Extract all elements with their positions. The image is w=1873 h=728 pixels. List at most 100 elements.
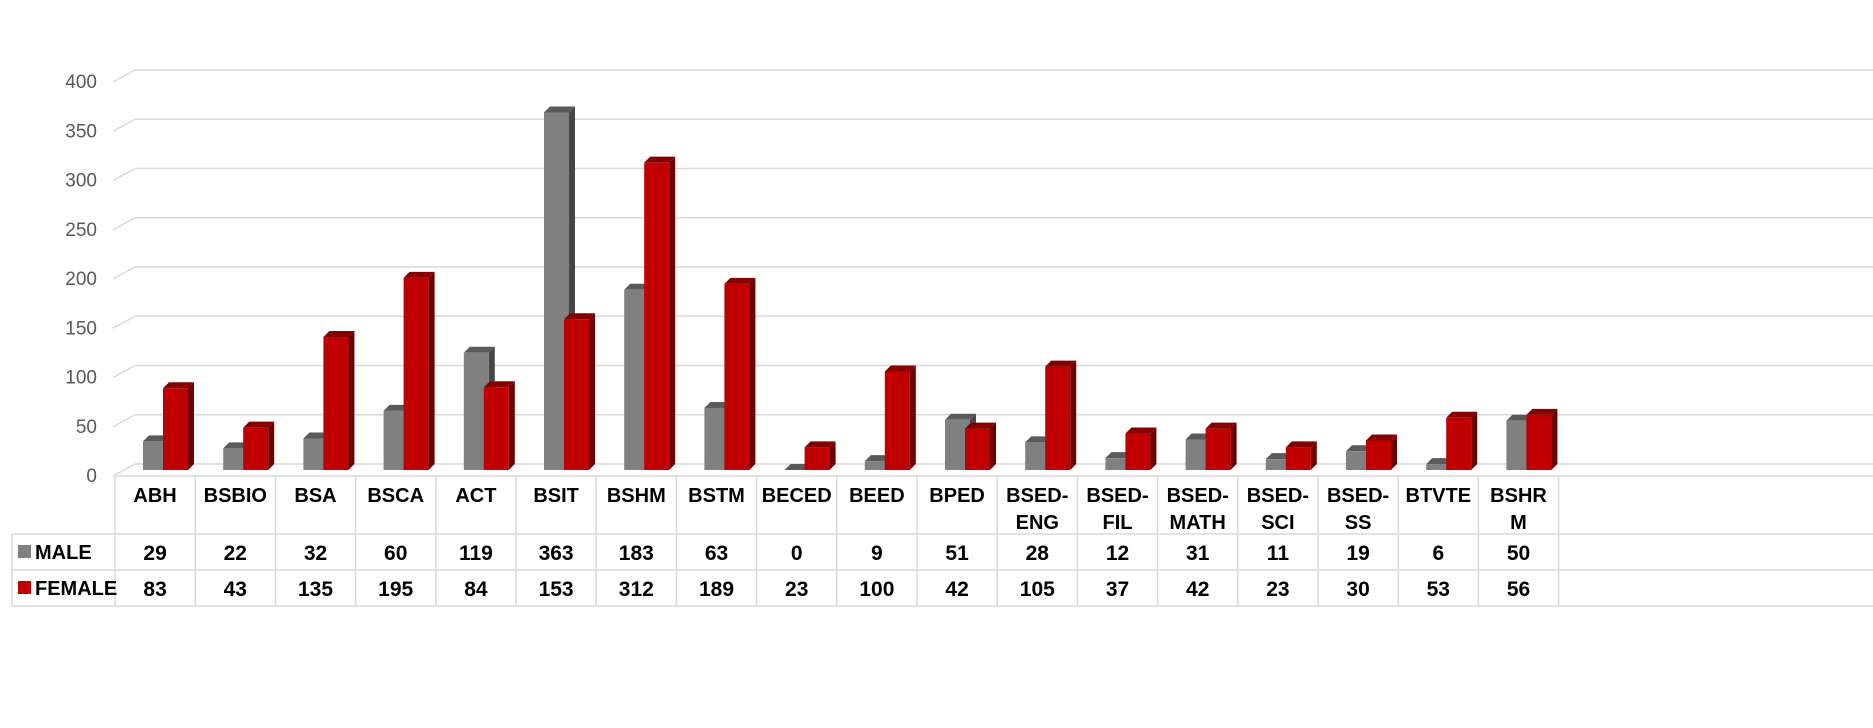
data-label: 51: [945, 542, 969, 565]
bar-top: [544, 106, 575, 113]
y-tick-label: 250: [65, 220, 97, 241]
bar-top: [564, 313, 595, 320]
data-label: 84: [464, 578, 488, 601]
bar-top: [243, 421, 275, 428]
gridline-slant: [112, 463, 136, 477]
bar-side: [1310, 441, 1317, 470]
legend-key-male: [18, 545, 31, 558]
bar-front: [1526, 414, 1552, 470]
data-label: 11: [1267, 542, 1290, 565]
gridline-slant: [112, 217, 136, 231]
category-label: BTVTE: [1406, 485, 1472, 507]
bar-side: [1391, 434, 1397, 470]
category-label: BSCA: [367, 485, 424, 507]
legend-label: MALE: [35, 542, 92, 564]
data-label: 189: [699, 578, 734, 601]
bar-front: [1105, 458, 1131, 470]
data-label: 50: [1507, 542, 1530, 565]
category-label: BSIT: [533, 485, 579, 507]
bar-front: [884, 371, 910, 470]
bar-side: [1230, 422, 1237, 470]
bar-side: [990, 422, 996, 470]
bar-front: [1426, 464, 1452, 470]
bar-side: [348, 331, 355, 470]
gridline-slant: [112, 364, 136, 379]
gridlines: [112, 69, 1873, 477]
category-label: ABH: [133, 485, 176, 507]
legend-label: FEMALE: [35, 578, 117, 600]
bar-front: [864, 461, 890, 470]
bar-female: [1526, 408, 1558, 470]
bar-top: [804, 441, 836, 448]
bar-front: [1205, 428, 1231, 470]
bar-front: [564, 319, 589, 470]
y-tick-label: 400: [65, 72, 97, 93]
y-axis: 0 50 100 150 200 250 300 350 400: [65, 72, 97, 487]
bar-top: [1366, 434, 1397, 441]
bar-female: [1125, 427, 1157, 470]
bar-top: [1205, 422, 1237, 429]
bar-front: [965, 428, 990, 470]
gridline-slant: [112, 266, 136, 280]
legend-key-female: [18, 581, 31, 594]
category-label: BSED-: [1247, 485, 1309, 507]
bar-side: [1070, 360, 1077, 470]
data-label: 9: [871, 542, 883, 565]
bar-front: [163, 388, 188, 470]
bar-top: [323, 331, 355, 338]
bar-side: [188, 382, 194, 470]
y-tick-label: 100: [65, 368, 97, 389]
bar-female: [483, 381, 515, 470]
category-label: SS: [1345, 512, 1372, 534]
data-label: 12: [1106, 542, 1129, 565]
data-label: 23: [1266, 578, 1289, 601]
bar-female: [1045, 360, 1077, 470]
data-label: 30: [1346, 578, 1369, 601]
bar-front: [1045, 366, 1071, 470]
bar-female: [965, 422, 996, 470]
category-label: BSED-: [1086, 485, 1148, 507]
bar-female: [1285, 441, 1317, 470]
bar-female: [644, 156, 676, 470]
category-label: BSHR: [1490, 485, 1547, 507]
gridline-slant: [112, 315, 136, 329]
data-label: 43: [224, 578, 247, 601]
bar-side: [268, 421, 275, 470]
data-label: 195: [378, 578, 413, 601]
data-label: 23: [785, 578, 808, 601]
bar-front: [483, 387, 509, 470]
bar-front: [223, 448, 249, 470]
category-label: ENG: [1016, 512, 1059, 534]
bar-top: [163, 382, 194, 389]
category-label: BSA: [294, 485, 336, 507]
bar-female: [323, 331, 355, 470]
data-label: 53: [1427, 578, 1450, 601]
bar-top: [945, 413, 976, 420]
bar-front: [243, 427, 269, 470]
category-label: BECED: [762, 485, 832, 507]
data-label: 153: [539, 578, 574, 601]
category-label: BSHM: [607, 485, 666, 507]
bar-side: [589, 313, 595, 470]
bar-top: [1446, 411, 1478, 418]
category-label: BSTM: [688, 485, 745, 507]
data-label: 183: [619, 542, 654, 565]
bar-side: [1471, 411, 1478, 470]
category-label: BPED: [929, 485, 985, 507]
data-label: 42: [945, 578, 968, 601]
bar-top: [1285, 441, 1317, 448]
data-label: 135: [298, 578, 333, 601]
bar-female: [403, 271, 435, 470]
bar-front: [1125, 433, 1151, 470]
category-label: SCI: [1261, 512, 1294, 534]
data-label: 105: [1020, 578, 1055, 601]
bars: [143, 106, 1558, 470]
data-label: 31: [1186, 542, 1210, 565]
bar-front: [804, 447, 830, 470]
y-tick-label: 200: [65, 269, 97, 290]
category-label: M: [1510, 512, 1527, 534]
bar-front: [724, 283, 750, 470]
data-label: 0: [791, 542, 803, 565]
category-label: MATH: [1170, 512, 1226, 534]
